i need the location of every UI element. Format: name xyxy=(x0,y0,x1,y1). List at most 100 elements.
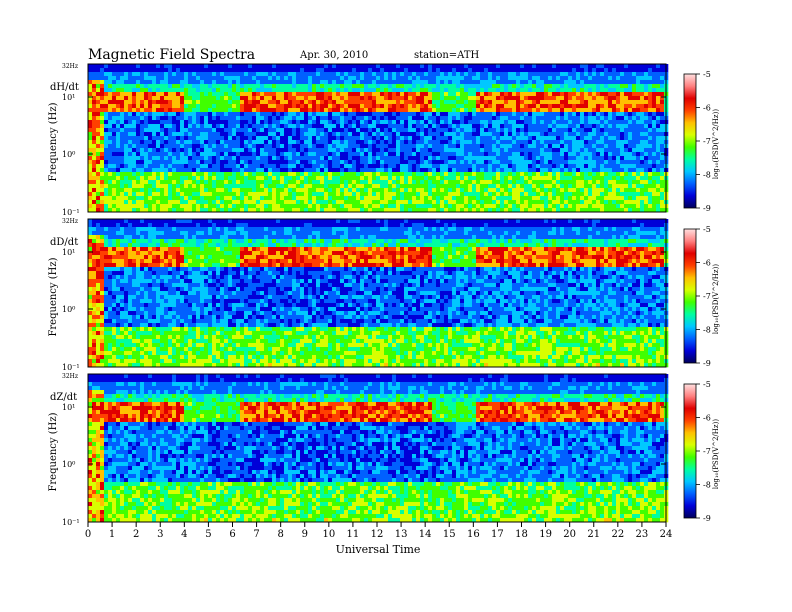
spectrogram-cell xyxy=(128,164,133,169)
spectrogram-cell xyxy=(356,152,361,157)
spectrogram-cell xyxy=(196,136,201,141)
spectrogram-cell xyxy=(424,108,429,113)
spectrogram-cell xyxy=(260,200,265,205)
spectrogram-cell xyxy=(200,104,205,109)
spectrogram-cell xyxy=(176,192,181,197)
spectrogram-cell xyxy=(532,72,537,77)
spectrogram-cell xyxy=(288,84,293,89)
spectrogram-cell xyxy=(228,72,233,77)
figure-title: Magnetic Field Spectra xyxy=(88,47,255,63)
spectrogram-cell xyxy=(92,140,97,145)
spectrogram-cell xyxy=(536,88,541,93)
spectrogram-cell xyxy=(312,200,317,205)
spectrogram-cell xyxy=(544,100,549,105)
spectrogram-cell xyxy=(240,124,245,129)
spectrogram-cell xyxy=(492,188,497,193)
spectrogram-cell xyxy=(624,168,629,173)
spectrogram-cell xyxy=(572,140,577,145)
spectrogram-cell xyxy=(164,100,169,105)
spectrogram-cell xyxy=(244,72,249,77)
spectrogram-cell xyxy=(444,128,449,133)
spectrogram-cell xyxy=(96,164,101,169)
spectrogram-cell xyxy=(108,132,113,137)
spectrogram-cell xyxy=(400,88,405,93)
spectrogram-cell xyxy=(216,88,221,93)
spectrogram-cell xyxy=(352,64,357,69)
spectrogram-cell xyxy=(568,96,573,101)
spectrogram-cell xyxy=(512,140,517,145)
spectrogram-cell xyxy=(272,100,277,105)
spectrogram-cell xyxy=(528,64,533,69)
spectrogram-cell xyxy=(544,68,549,73)
spectrogram-cell xyxy=(168,120,173,125)
spectrogram-cell xyxy=(288,192,293,197)
spectrogram-cell xyxy=(124,148,129,153)
spectrogram-cell xyxy=(368,88,373,93)
spectrogram-cell xyxy=(660,176,665,181)
spectrogram-cell xyxy=(180,92,185,97)
spectrogram-cell xyxy=(304,168,309,173)
spectrogram-cell xyxy=(556,140,561,145)
spectrogram-cell xyxy=(544,88,549,93)
spectrogram-cell xyxy=(400,76,405,81)
spectrogram-cell xyxy=(328,96,333,101)
spectrogram-cell xyxy=(376,104,381,109)
spectrogram-cell xyxy=(504,168,509,173)
spectrogram-cell xyxy=(264,108,269,113)
spectrogram-cell xyxy=(416,64,421,69)
spectrogram-cell xyxy=(396,168,401,173)
spectrogram-cell xyxy=(540,144,545,149)
spectrogram-cell xyxy=(140,96,145,101)
spectrogram-cell xyxy=(640,84,645,89)
spectrogram-cell xyxy=(276,188,281,193)
spectrogram-cell xyxy=(96,124,101,129)
spectrogram-cell xyxy=(268,72,273,77)
spectrogram-cell xyxy=(372,92,377,97)
spectrogram-cell xyxy=(428,104,433,109)
spectrogram-cell xyxy=(624,64,629,69)
spectrogram-cell xyxy=(380,112,385,117)
spectrogram-cell xyxy=(208,100,213,105)
spectrogram-cell xyxy=(196,64,201,69)
spectrogram-cell xyxy=(420,192,425,197)
spectrogram-cell xyxy=(516,96,521,101)
spectrogram-cell xyxy=(556,136,561,141)
spectrogram-cell xyxy=(628,108,633,113)
spectrogram-cell xyxy=(540,148,545,153)
spectrogram-cell xyxy=(404,92,409,97)
spectrogram-cell xyxy=(212,180,217,185)
spectrogram-cell xyxy=(96,88,101,93)
spectrogram-cell xyxy=(320,84,325,89)
spectrogram-cell xyxy=(484,188,489,193)
spectrogram-cell xyxy=(468,132,473,137)
spectrogram-cell xyxy=(636,140,641,145)
spectrogram-cell xyxy=(208,124,213,129)
spectrogram-cell xyxy=(484,196,489,201)
spectrogram-cell xyxy=(180,156,185,161)
spectrogram-cell xyxy=(572,96,577,101)
spectrogram-cell xyxy=(152,184,157,189)
spectrogram-cell xyxy=(344,96,349,101)
spectrogram-cell xyxy=(524,64,529,69)
spectrogram-cell xyxy=(256,64,261,69)
spectrogram-cell xyxy=(300,108,305,113)
spectrogram-cell xyxy=(216,68,221,73)
spectrogram-cell xyxy=(340,96,345,101)
spectrogram-cell xyxy=(460,180,465,185)
spectrogram-cell xyxy=(636,92,641,97)
spectrogram-cell xyxy=(228,76,233,81)
spectrogram-cell xyxy=(420,104,425,109)
spectrogram-cell xyxy=(100,96,105,101)
spectrogram-cell xyxy=(444,156,449,161)
spectrogram-cell xyxy=(584,184,589,189)
spectrogram-cell xyxy=(316,116,321,121)
spectrogram-cell xyxy=(92,92,97,97)
spectrogram-cell xyxy=(480,72,485,77)
spectrogram-cell xyxy=(504,116,509,121)
spectrogram-cell xyxy=(588,144,593,149)
spectrogram-cell xyxy=(356,72,361,77)
spectrogram-cell xyxy=(148,176,153,181)
spectrogram-cell xyxy=(352,76,357,81)
spectrogram-cell xyxy=(376,120,381,125)
spectrogram-cell xyxy=(296,128,301,133)
